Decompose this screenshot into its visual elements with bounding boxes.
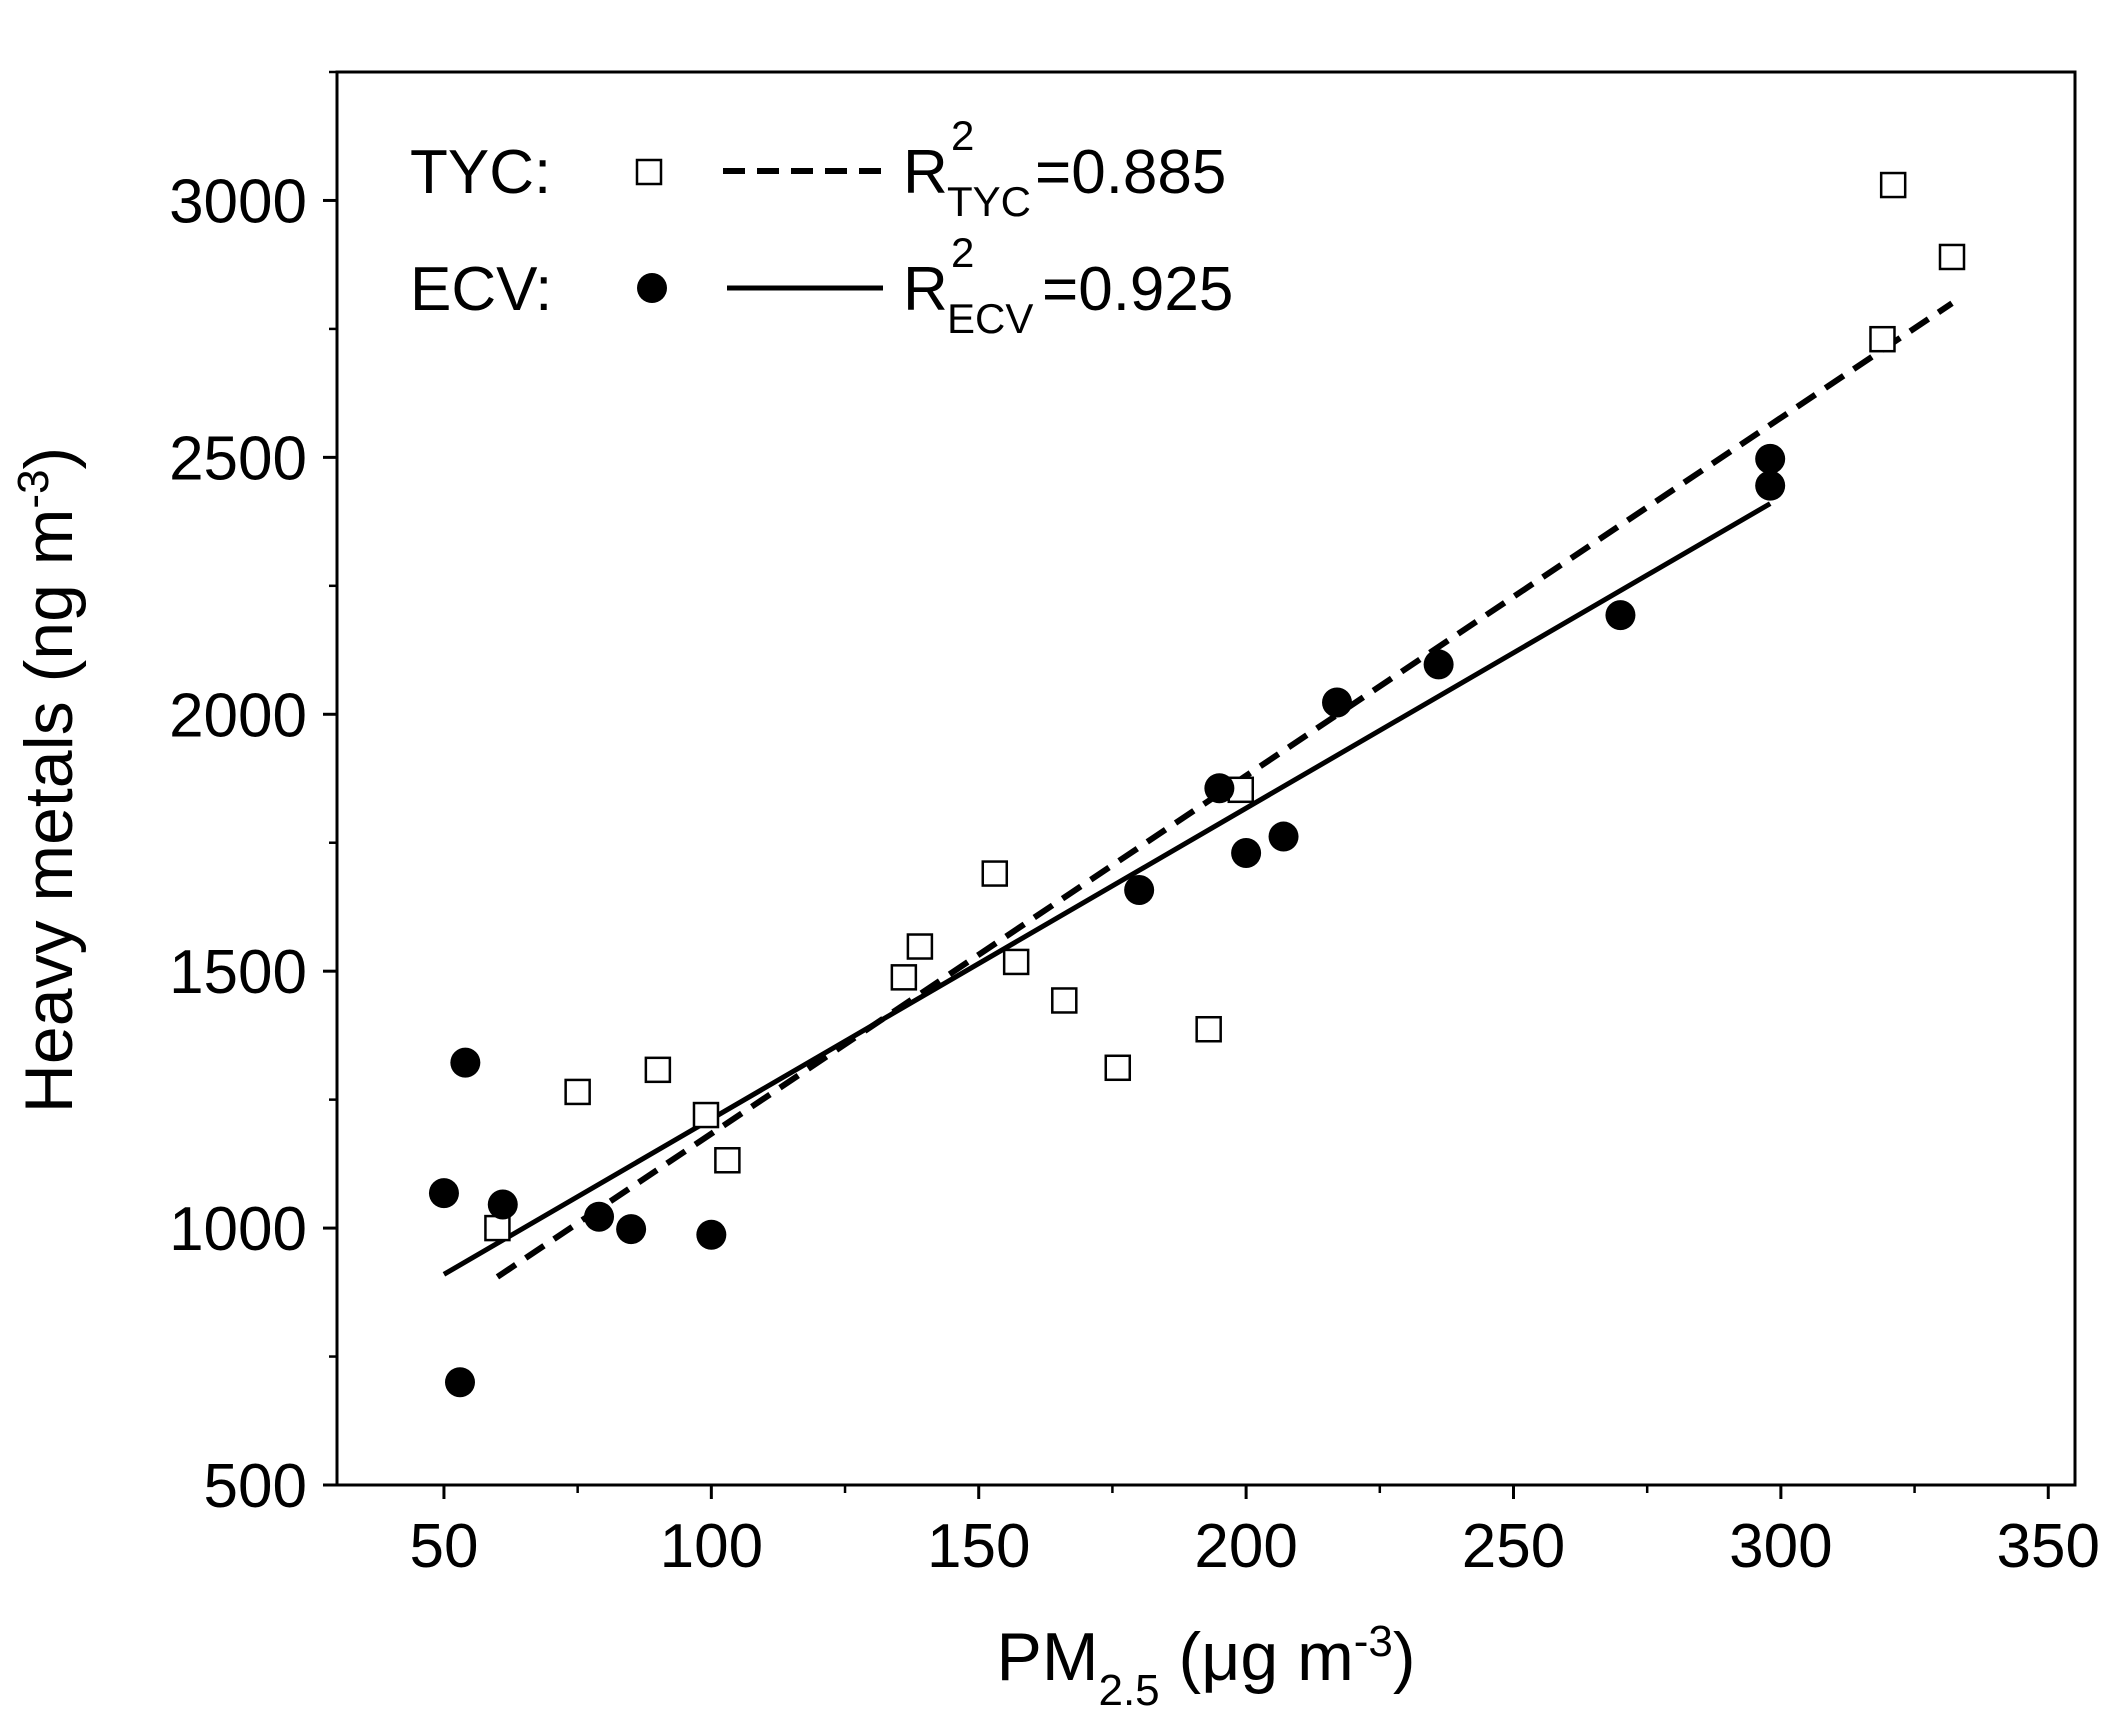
ecv-point (1231, 838, 1262, 869)
tyc-point (981, 860, 1009, 887)
x-axis-title-main: PM (996, 1619, 1098, 1695)
ecv-point (1755, 443, 1786, 474)
x-tick-label: 250 (1462, 1512, 1565, 1581)
ecv-point (450, 1047, 481, 1078)
x-tick-label: 100 (660, 1512, 763, 1581)
legend-tyc-label: TYC: (410, 138, 551, 207)
ecv-point (1204, 773, 1235, 804)
y-axis-title-sup: -3 (9, 469, 58, 508)
y-axis-title-close: ) (11, 447, 87, 470)
legend-ecv-label: ECV: (410, 255, 552, 324)
tyc-point (906, 933, 934, 960)
tyc-point (1104, 1054, 1132, 1082)
x-tick-label: 300 (1729, 1512, 1832, 1581)
x-tick-label: 50 (409, 1512, 478, 1581)
tyc-point (692, 1101, 720, 1129)
ecv-point (584, 1201, 615, 1232)
legend-ecv-value: =0.925 (1042, 255, 1233, 324)
tyc-point (644, 1056, 672, 1084)
tyc-point (1002, 948, 1030, 976)
ecv-point (1322, 687, 1353, 718)
x-axis-title-sub: 2.5 (1098, 1666, 1159, 1715)
y-tick-label: 2000 (169, 681, 307, 750)
legend-tyc-marker (635, 158, 663, 186)
tyc-point (1879, 171, 1907, 199)
y-tick-label: 1000 (169, 1195, 307, 1264)
legend-ecv-r2-sup: 2 (951, 229, 974, 276)
legend-tyc-r2-sub: TYC (947, 178, 1031, 225)
tyc-fit-line (495, 300, 1954, 1280)
ecv-point (1268, 821, 1299, 852)
ecv-point (696, 1219, 727, 1250)
tyc-point (1195, 1015, 1222, 1043)
tyc-point (1051, 987, 1078, 1014)
legend-ecv-marker (637, 273, 667, 303)
plot-area-frame (335, 70, 2077, 1487)
legend-tyc-value: =0.885 (1035, 138, 1226, 207)
ecv-point (1755, 470, 1786, 501)
tyc-point (1869, 325, 1896, 353)
legend-tyc-r2-sup: 2 (951, 112, 974, 159)
tyc-point (484, 1214, 511, 1242)
y-axis-title: Heavy metals (ng m-3) (9, 447, 88, 1113)
x-axis-title: PM2.5 (μg m-3) (996, 1617, 1415, 1715)
y-axis-title-main: Heavy metals (ng m (11, 509, 87, 1114)
ecv-point (444, 1367, 475, 1398)
legend: TYC: R 2 TYC =0.885 ECV: R 2 ECV =0.925 (410, 112, 1233, 342)
x-tick-label: 350 (1997, 1512, 2100, 1581)
legend-tyc-r2: R (903, 138, 948, 207)
tyc-point (714, 1147, 741, 1174)
x-axis-title-sup: -3 (1354, 1617, 1393, 1666)
data-points (428, 171, 1966, 1398)
ecv-point (1124, 874, 1155, 905)
legend-tyc-r: R (903, 138, 948, 207)
tyc-point (1938, 243, 1966, 271)
ecv-fit-line (442, 501, 1772, 1277)
ecv-point (1605, 600, 1636, 631)
x-tick-label: 150 (927, 1512, 1030, 1581)
x-axis-ticks: 50 100 150 200 250 300 350 (409, 1485, 2100, 1581)
y-tick-label: 3000 (169, 167, 307, 236)
x-tick-label: 200 (1194, 1512, 1297, 1581)
x-axis-title-close: ) (1393, 1619, 1416, 1695)
x-axis-title-unit: (μg m (1160, 1619, 1354, 1695)
legend-ecv-r2-sub: ECV (947, 295, 1033, 342)
tyc-point (564, 1078, 591, 1106)
legend-ecv-r2: R (903, 255, 948, 324)
y-tick-label: 500 (204, 1452, 307, 1521)
ecv-point (487, 1189, 518, 1220)
ecv-point (1423, 649, 1454, 680)
legend-ecv-r: R (903, 255, 948, 324)
ecv-point (616, 1214, 647, 1245)
y-axis-ticks: 500 1000 1500 2000 2500 3000 (169, 70, 337, 1521)
tyc-point (890, 964, 918, 991)
y-tick-label: 1500 (169, 938, 307, 1007)
y-tick-label: 2500 (169, 424, 307, 493)
fit-lines (442, 300, 1954, 1280)
ecv-point (428, 1178, 459, 1209)
